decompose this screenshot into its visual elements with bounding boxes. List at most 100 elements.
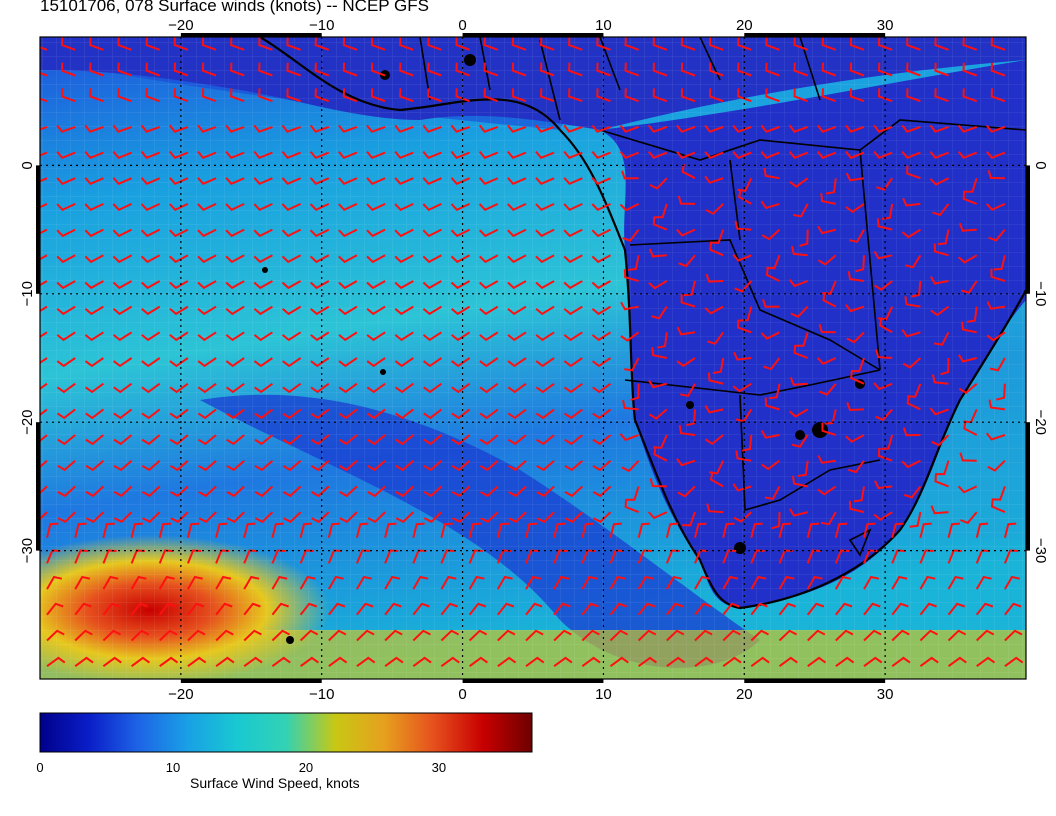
lon-labels-bottom: −20 −10 0 10 20 30 (168, 686, 893, 703)
wind-barb-847 (243, 656, 263, 668)
wind-barb-182 (225, 177, 245, 186)
wind-barb-467 (366, 382, 386, 394)
wind-barb-99 (849, 88, 865, 103)
wind-barb-678 (412, 522, 425, 539)
wind-barb-833 (835, 629, 854, 642)
wind-barb-539 (423, 434, 443, 446)
wind-barb-183 (253, 177, 273, 186)
wind-barb-810 (187, 629, 206, 642)
wind-barb-443 (676, 357, 696, 368)
wind-barb-207 (929, 177, 949, 186)
wind-barb-150 (309, 150, 330, 159)
wind-barb-323 (253, 280, 273, 290)
wind-barb-621 (764, 485, 781, 500)
wind-barb-341 (765, 266, 780, 282)
wind-barb-475 (592, 382, 612, 394)
wind-barb-561 (57, 459, 76, 472)
wind-barb-564 (141, 459, 161, 472)
wind-barb-557 (931, 434, 950, 447)
wind-barb-257 (366, 228, 386, 238)
wind-barb-665 (46, 522, 59, 539)
wind-barb-724 (722, 549, 737, 564)
wind-barb-513 (686, 409, 696, 427)
wind-barb-404 (563, 331, 583, 342)
wind-barb-64 (849, 62, 865, 77)
wind-barb-622 (792, 475, 808, 488)
wind-barb-234 (705, 203, 724, 215)
wind-barb-43 (258, 62, 273, 77)
wind-barb-846 (215, 656, 235, 668)
wind-barb-481 (768, 383, 781, 400)
wind-barb-831 (778, 629, 798, 642)
wind-barb-68 (962, 62, 978, 77)
wind-barb-222 (366, 202, 386, 212)
wind-barb-254 (281, 228, 302, 238)
wind-barb-694 (863, 522, 876, 539)
wind-barb-140 (40, 151, 48, 157)
wind-barb-419 (986, 331, 1006, 342)
wind-barb-863 (694, 656, 714, 668)
wind-barb-646 (480, 511, 499, 524)
wind-barb-633 (113, 511, 133, 524)
wind-barb-206 (906, 165, 921, 180)
wind-barb-349 (990, 268, 1006, 282)
wind-barb-39 (145, 62, 161, 77)
wind-barb-693 (834, 522, 848, 539)
wind-barb-616 (626, 486, 640, 501)
wind-barb-93 (680, 88, 696, 103)
wind-barb-126 (619, 124, 639, 133)
wind-barb-191 (478, 177, 499, 186)
wind-barb-233 (677, 195, 696, 205)
wind-barb-385 (40, 331, 48, 339)
wind-barb-445 (733, 351, 752, 361)
wind-barb-535 (310, 434, 330, 446)
wind-barb-215 (169, 202, 189, 212)
wind-barb-545 (592, 434, 612, 446)
wind-barb-242 (932, 203, 950, 217)
wind-barb-132 (788, 124, 809, 133)
wind-barb-405 (591, 331, 612, 342)
wind-barb-717 (525, 549, 540, 564)
wind-barb-38 (117, 62, 132, 77)
lon-label-top-3: 10 (595, 17, 612, 34)
wind-barb-319 (141, 280, 161, 290)
wind-barb-699 (1003, 522, 1017, 539)
wind-barb-373 (680, 294, 696, 308)
wind-barb-512 (648, 408, 668, 420)
wind-barb-508 (535, 408, 555, 420)
wind-barb-159 (563, 150, 583, 160)
wind-barb-502 (366, 408, 386, 420)
wind-barb-312 (933, 243, 949, 257)
wind-barb-432 (366, 357, 386, 368)
wind-barb-114 (281, 124, 301, 133)
wind-barb-754 (581, 575, 598, 590)
wind-barb-189 (422, 177, 442, 186)
wind-barb-707 (243, 549, 258, 564)
wind-barb-26 (765, 37, 780, 51)
wind-barb-835 (891, 629, 910, 642)
wind-barb-715 (468, 549, 483, 564)
wind-barb-786 (497, 602, 515, 616)
wind-barb-232 (654, 203, 668, 219)
wind-barb-806 (74, 629, 93, 642)
wind-barb-447 (793, 344, 809, 359)
frame-seg-right-0 (1026, 165, 1030, 294)
wind-barb-843 (131, 656, 150, 668)
wind-barb-824 (581, 629, 600, 642)
wind-barb-755 (609, 575, 626, 590)
wind-barb-253 (253, 228, 273, 238)
wind-barb-50 (455, 62, 470, 77)
wind-barb-335 (591, 280, 611, 290)
wind-barb-489 (996, 383, 1006, 401)
wind-barb-272 (799, 229, 809, 247)
wind-barb-54 (568, 62, 583, 77)
wind-barb-148 (253, 150, 273, 160)
wind-barb-366 (479, 305, 499, 316)
wind-barb-548 (678, 425, 696, 436)
wind-barb-18 (539, 37, 555, 51)
wind-barb-48 (399, 62, 414, 77)
wind-barb-331 (479, 280, 499, 290)
wind-barb-461 (197, 382, 217, 394)
wind-barb-74 (145, 88, 161, 103)
